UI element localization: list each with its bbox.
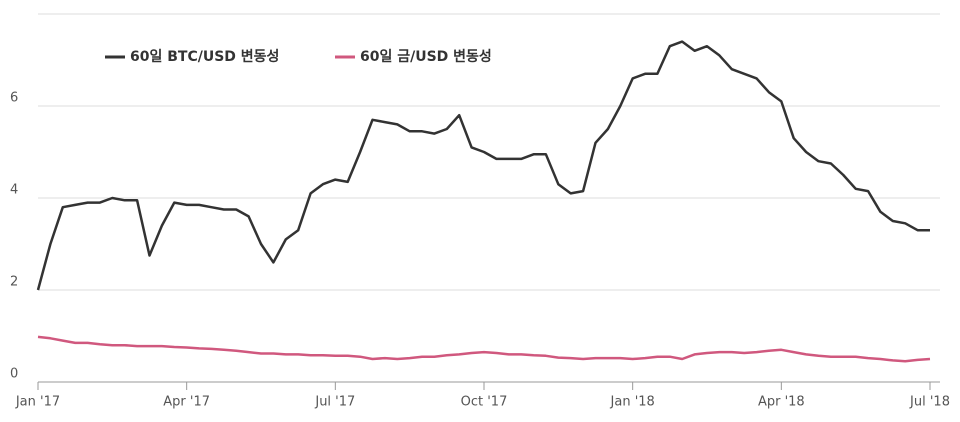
y-tick-label: 6 — [10, 91, 18, 106]
x-tick-label: Apr '18 — [758, 395, 805, 410]
x-tick-label: Jan '17 — [15, 395, 60, 410]
y-tick-label: 0 — [10, 367, 18, 382]
series-line — [36, 40, 930, 291]
x-tick-label: Oct '17 — [461, 395, 508, 410]
series-line — [37, 335, 931, 363]
y-tick-label: 2 — [10, 275, 18, 290]
x-tick-label: Jul '18 — [909, 395, 950, 410]
y-tick-label: 4 — [10, 183, 18, 198]
legend-label: 60일 금/USD 변동성 — [360, 49, 492, 65]
x-tick-label: Apr '17 — [163, 395, 210, 410]
legend-label: 60일 BTC/USD 변동성 — [130, 49, 279, 65]
x-tick-label: Jul '17 — [314, 395, 355, 410]
x-tick-label: Jan '18 — [610, 395, 655, 410]
